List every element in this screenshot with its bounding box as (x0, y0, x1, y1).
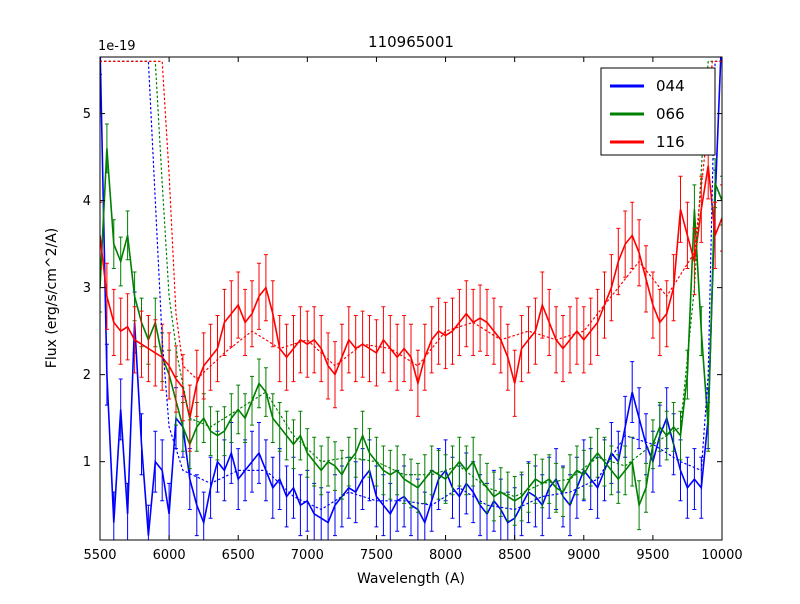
x-tick-label: 8500 (498, 548, 531, 563)
x-axis-label: Wavelength (A) (357, 571, 465, 587)
y-tick-label: 4 (83, 194, 91, 209)
x-tick-label: 7500 (360, 548, 393, 563)
line-116 (100, 165, 722, 419)
y-tick-label: 3 (83, 281, 91, 296)
legend-label-066: 066 (656, 105, 685, 123)
x-tick-label: 8000 (429, 548, 462, 563)
dotted-066-dotted (100, 60, 720, 498)
x-tick-label: 5500 (83, 548, 116, 563)
y-tick-label: 2 (83, 368, 91, 383)
dotted-044-dotted (100, 60, 722, 511)
legend-label-116: 116 (656, 133, 685, 151)
axes-ticks: 5500 6000 6500 7000 7500 8000 8500 9000 9500 1000… (83, 57, 743, 563)
line-066 (100, 148, 722, 509)
dotted-116-dotted (100, 60, 722, 380)
y-axis-offset-label: 1e-19 (98, 39, 136, 54)
series-116 (100, 132, 722, 452)
x-tick-label: 6000 (153, 548, 186, 563)
legend-label-044: 044 (656, 77, 685, 95)
chart-title: 110965001 (368, 33, 454, 51)
x-tick-label: 6500 (222, 548, 255, 563)
x-tick-label: 7000 (291, 548, 324, 563)
series-layer (100, 57, 722, 540)
x-tick-label: 9500 (636, 548, 669, 563)
legend: 044 066 116 (600, 67, 716, 156)
axes-frame (99, 56, 723, 541)
y-tick-label: 5 (83, 107, 91, 122)
x-tick-label: 9000 (567, 548, 600, 563)
y-tick-label: 1 (83, 455, 91, 470)
y-axis-label: Flux (erg/s/cm^2/A) (44, 228, 60, 368)
x-tick-label: 10000 (701, 548, 742, 563)
